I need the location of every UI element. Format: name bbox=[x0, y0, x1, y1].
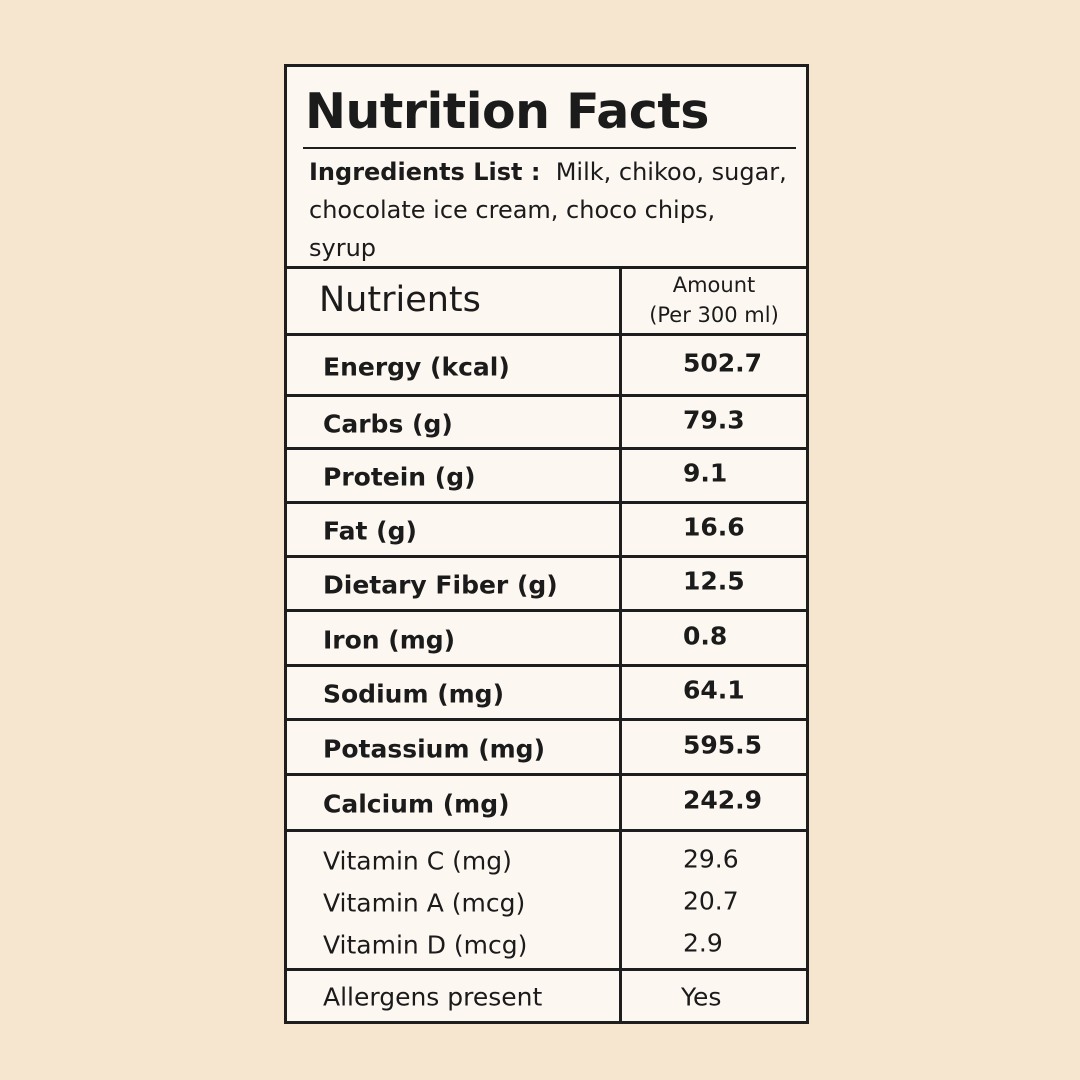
nutrient-amount: 9.1 bbox=[683, 458, 728, 488]
vitamin-name: Vitamin C (mg) bbox=[323, 846, 512, 876]
row-rule bbox=[287, 266, 806, 269]
ingredients-label: Ingredients List : bbox=[309, 158, 541, 186]
nutrient-name: Carbs (g) bbox=[323, 409, 453, 438]
row-rule bbox=[287, 829, 806, 832]
nutrient-amount: 595.5 bbox=[683, 730, 763, 759]
title: Nutrition Facts bbox=[305, 83, 709, 140]
nutrient-name: Iron (mg) bbox=[323, 625, 456, 654]
nutrient-amount: 12.5 bbox=[683, 566, 745, 596]
row-rule bbox=[287, 773, 806, 776]
row-rule bbox=[287, 394, 806, 397]
allergens-value: Yes bbox=[681, 982, 722, 1012]
nutrition-card: Nutrition Facts Ingredients List : Milk,… bbox=[284, 64, 809, 1024]
nutrient-amount: 502.7 bbox=[683, 348, 763, 377]
vitamin-name: Vitamin D (mcg) bbox=[323, 930, 528, 960]
vitamin-amount: 20.7 bbox=[683, 886, 739, 916]
title-underline bbox=[303, 147, 796, 149]
column-divider bbox=[619, 266, 622, 1021]
row-rule bbox=[287, 609, 806, 612]
nutrient-name: Potassium (mg) bbox=[323, 734, 545, 763]
vitamin-amount: 29.6 bbox=[683, 844, 739, 874]
nutrient-amount: 79.3 bbox=[683, 405, 745, 434]
row-rule bbox=[287, 664, 806, 667]
header-amount: Amount bbox=[672, 273, 756, 297]
row-rule bbox=[287, 968, 806, 971]
ingredients: Ingredients List : Milk, chikoo, sugar, … bbox=[309, 153, 789, 267]
row-rule bbox=[287, 333, 806, 336]
nutrient-name: Fat (g) bbox=[323, 516, 417, 546]
row-rule bbox=[287, 555, 806, 558]
nutrient-name: Energy (kcal) bbox=[323, 352, 510, 381]
ingredients-text: Milk, chikoo, sugar, chocolate ice cream… bbox=[309, 158, 787, 262]
nutrient-amount: 64.1 bbox=[683, 675, 745, 705]
nutrient-amount: 0.8 bbox=[683, 621, 728, 650]
vitamin-amount: 2.9 bbox=[683, 928, 723, 958]
row-rule bbox=[287, 447, 806, 450]
allergens-label: Allergens present bbox=[323, 982, 543, 1012]
row-rule bbox=[287, 718, 806, 721]
nutrient-name: Sodium (mg) bbox=[323, 679, 504, 709]
nutrient-name: Dietary Fiber (g) bbox=[323, 570, 558, 600]
vitamin-name: Vitamin A (mcg) bbox=[323, 888, 526, 918]
nutrient-amount: 242.9 bbox=[683, 785, 763, 815]
nutrient-amount: 16.6 bbox=[683, 512, 745, 542]
header-nutrients: Nutrients bbox=[319, 280, 481, 320]
nutrient-name: Protein (g) bbox=[323, 462, 476, 492]
header-amount-unit: (Per 300 ml) bbox=[649, 303, 779, 327]
nutrient-name: Calcium (mg) bbox=[323, 789, 510, 819]
row-rule bbox=[287, 501, 806, 504]
